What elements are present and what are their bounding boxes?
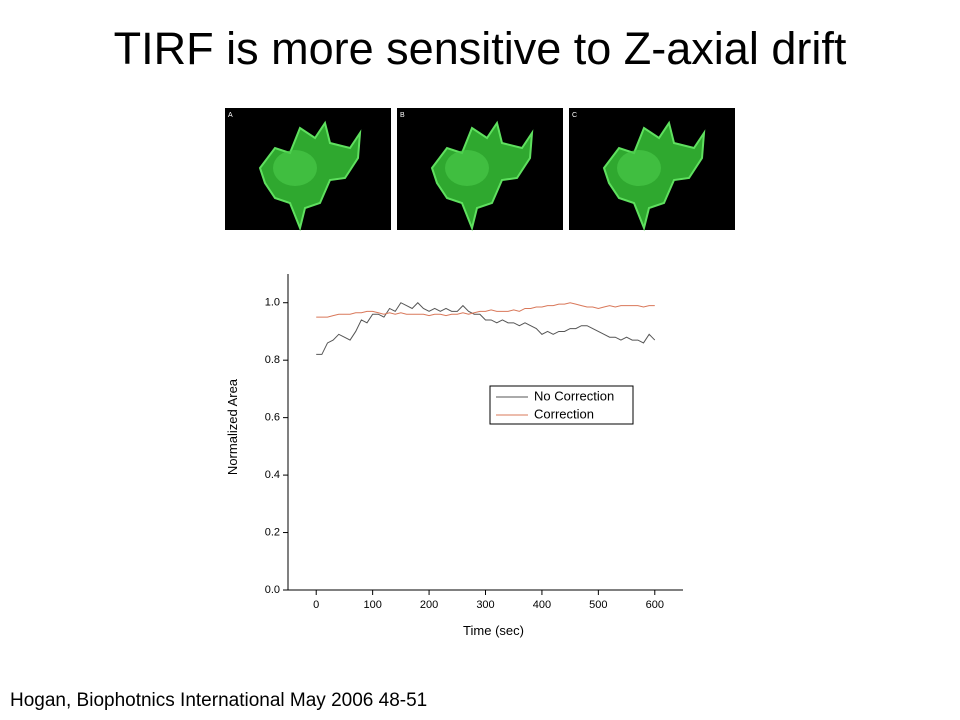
cell-highlight	[273, 150, 317, 186]
y-axis-label: Normalized Area	[225, 378, 240, 475]
data-line	[316, 302, 656, 355]
y-tick-label: 0.4	[265, 469, 280, 481]
cell-highlight	[617, 150, 661, 186]
x-axis-label: Time (sec)	[463, 623, 524, 638]
x-tick-label: 100	[363, 599, 381, 611]
image-panels: A B C	[225, 108, 735, 232]
legend-label: No Correction	[534, 388, 614, 403]
image-panel: B	[397, 108, 563, 232]
panel-label: A	[228, 112, 233, 119]
legend-box	[489, 385, 634, 425]
image-panel: A	[225, 108, 391, 232]
y-tick-label: 0.2	[265, 526, 280, 538]
data-line	[316, 302, 655, 318]
image-panel: C	[569, 108, 735, 232]
y-tick-label: 0.6	[265, 412, 280, 424]
panel-label: C	[572, 112, 577, 119]
y-tick-label: 1.0	[265, 297, 280, 309]
y-tick-label: 0.8	[265, 354, 280, 366]
x-tick-label: 600	[646, 599, 664, 611]
x-tick-label: 300	[476, 599, 494, 611]
y-tick-label: 0.0	[265, 584, 280, 596]
slide-title: TIRF is more sensitive to Z-axial drift	[114, 23, 847, 74]
x-tick-label: 200	[420, 599, 438, 611]
legend-label: Correction	[534, 406, 594, 421]
cell-highlight	[445, 150, 489, 186]
chart: 0.0 0.2 0.4 0.6 0.8 1.0 0 100 200 300 400 500 600 Tim…	[225, 274, 683, 638]
x-tick-label: 500	[589, 599, 607, 611]
citation: Hogan, Biophotnics International May 200…	[10, 690, 427, 711]
x-tick-label: 400	[533, 599, 551, 611]
x-tick-label: 0	[313, 599, 319, 611]
panel-label: B	[400, 112, 405, 119]
